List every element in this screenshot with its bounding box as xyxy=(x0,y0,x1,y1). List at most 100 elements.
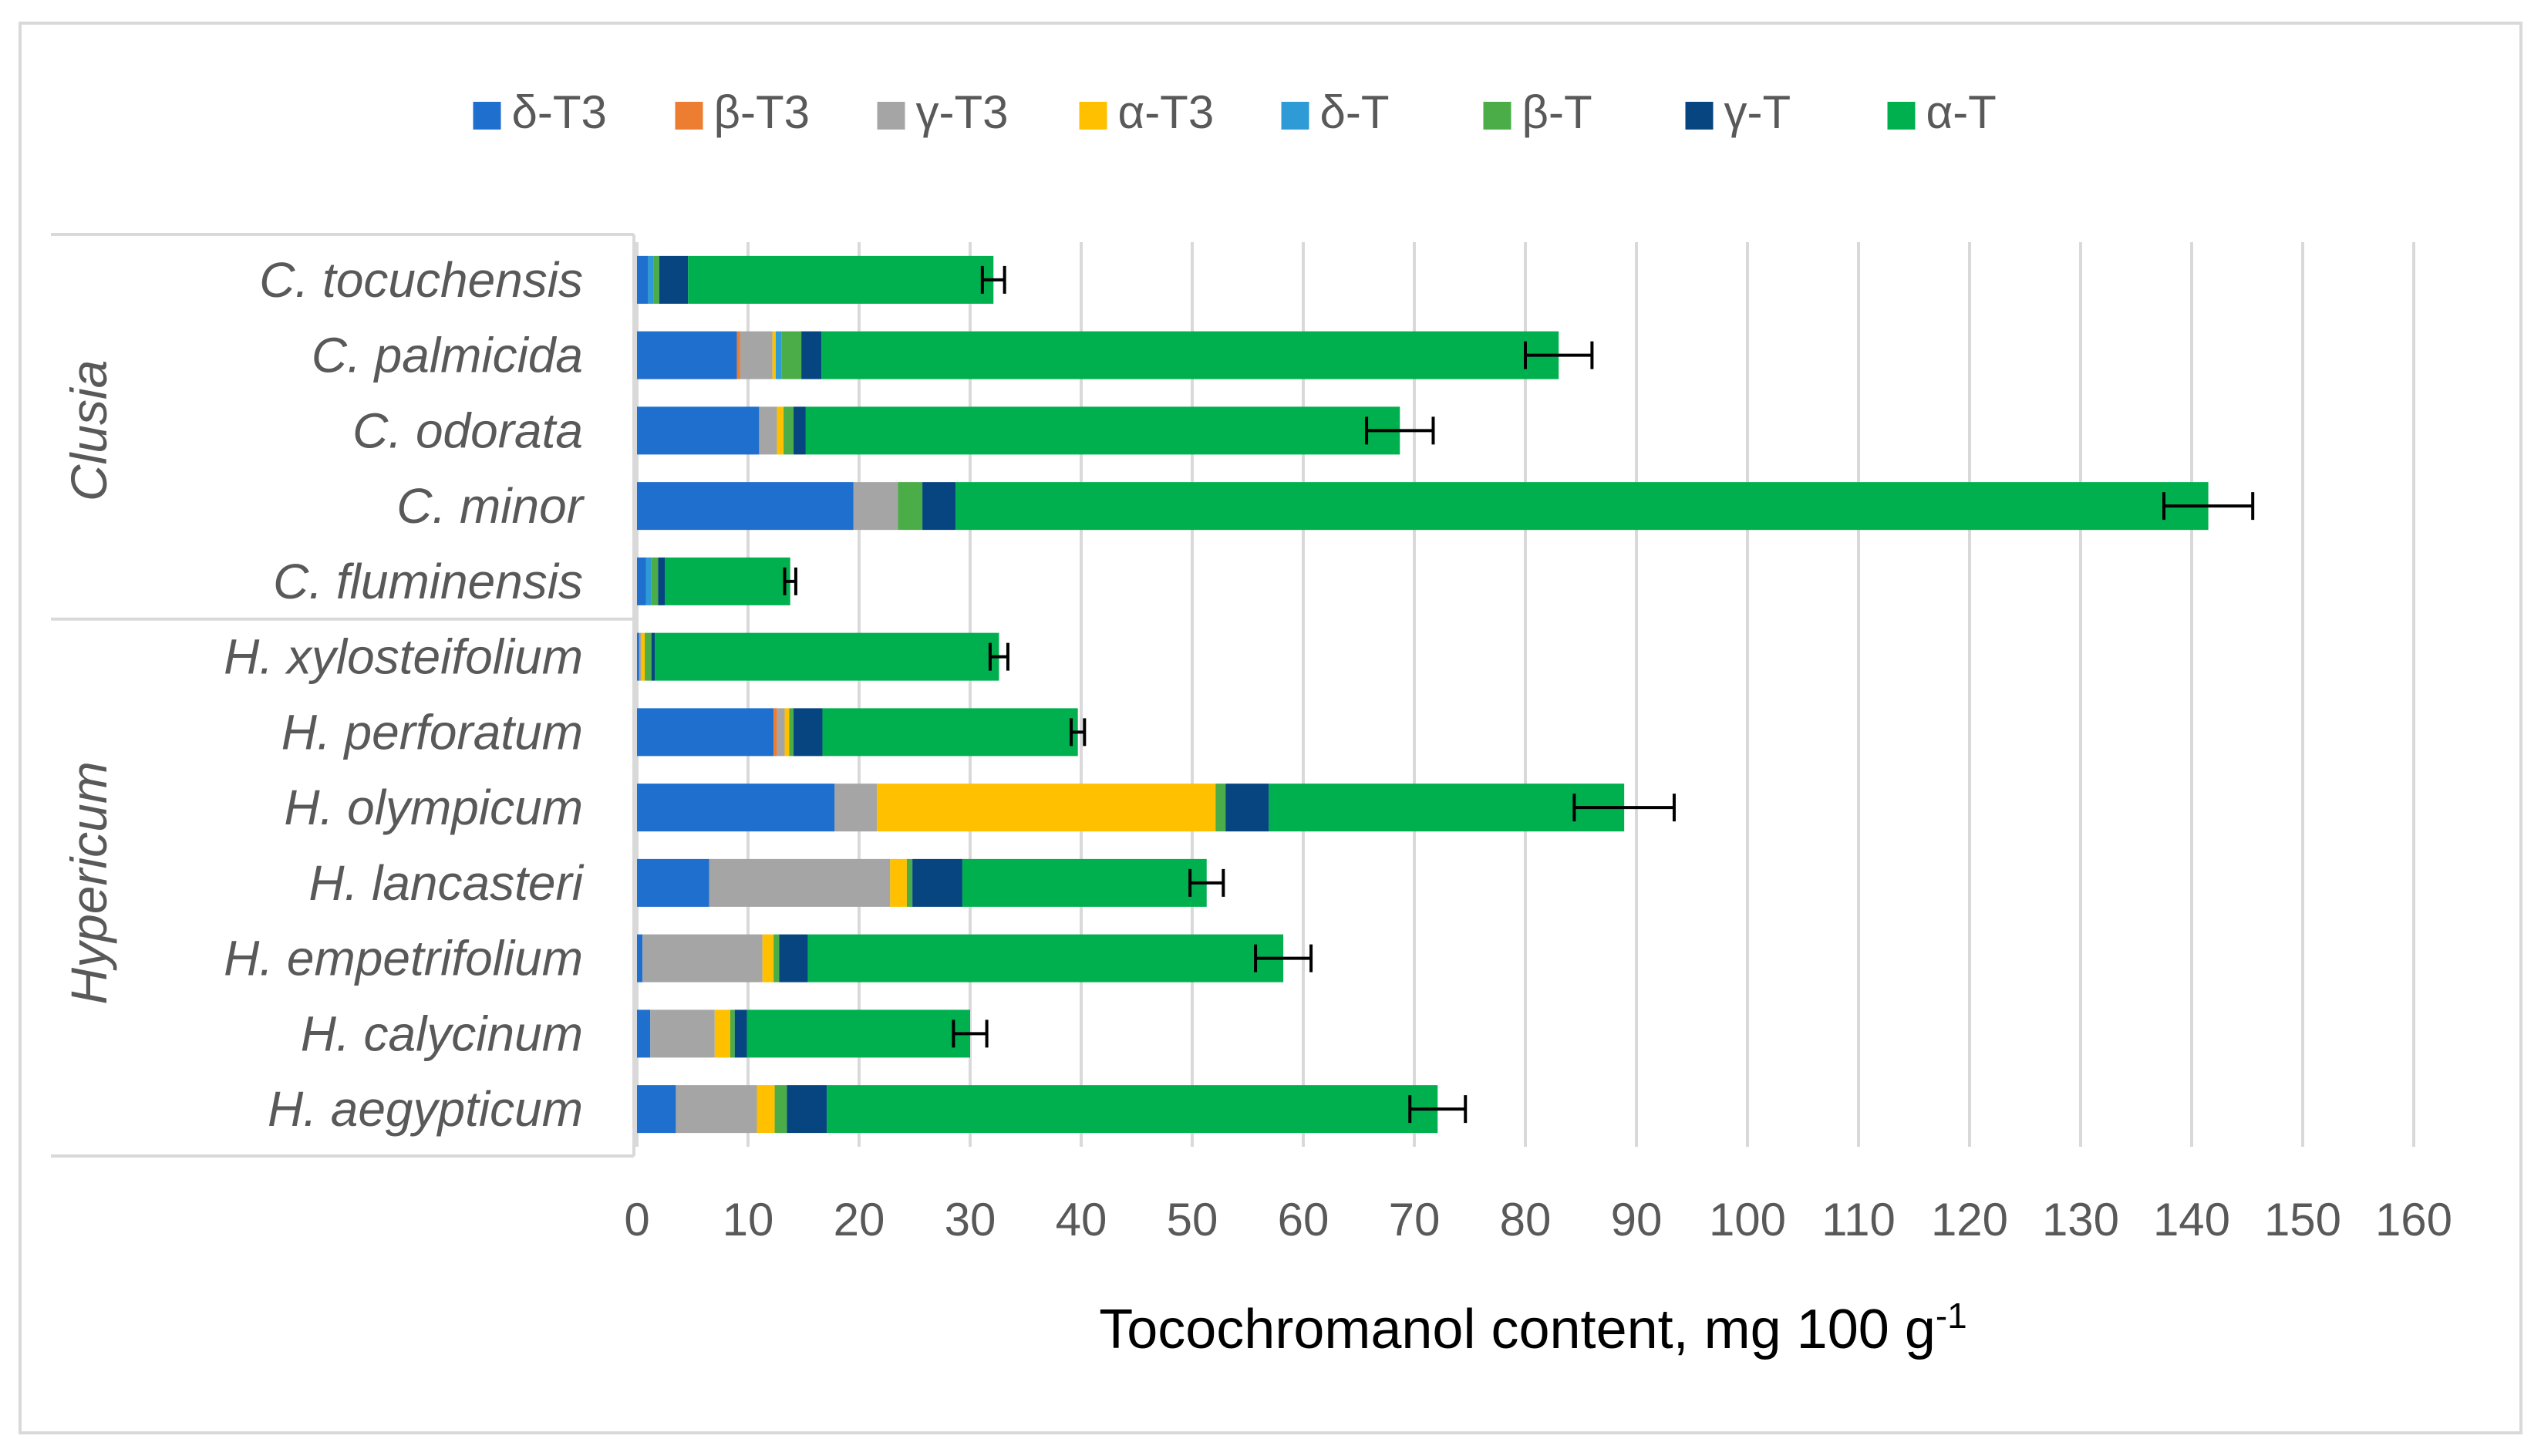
x-tick-label-40: 40 xyxy=(1056,1194,1107,1245)
error-bar-h-perforatum xyxy=(1070,718,1087,747)
bar-c-tocuchensis-t xyxy=(688,255,994,304)
bar-h-xylosteifolium-t3 xyxy=(637,632,639,681)
legend-swatch xyxy=(675,102,703,130)
category-label-h-calycinum: H. calycinum xyxy=(301,1006,583,1061)
error-bar-h-olympicum xyxy=(1572,794,1676,822)
error-bar-c-palmicida xyxy=(1524,341,1594,369)
category-label-h-aegypticum: H. aegypticum xyxy=(268,1081,583,1137)
bar-h-calycinum-t3 xyxy=(650,1009,715,1058)
bar-c-odorata-t3 xyxy=(637,406,760,455)
x-axis-title: Tocochromanol content, mg 100 g-1 xyxy=(1099,1296,1967,1360)
bar-h-empetrifolium-t xyxy=(779,934,808,982)
legend-label: α-T3 xyxy=(1118,86,1215,138)
error-bar-c-odorata xyxy=(1365,416,1435,445)
bar-c-palmicida-t3 xyxy=(772,331,776,379)
error-bar-h-lancasteri xyxy=(1188,868,1225,897)
chart-frame: C. tocuchensis C. palmicida C. odorata C. m… xyxy=(19,22,2522,1434)
bar-h-perforatum-t3 xyxy=(784,708,790,757)
bar-h-olympicum-t xyxy=(1225,784,1269,832)
legend-label: α-T xyxy=(1926,86,1997,138)
bar-c-minor-t xyxy=(898,482,923,531)
legend-item-t3: α-T3 xyxy=(1079,86,1215,138)
x-tick-label-120: 120 xyxy=(1931,1194,2008,1245)
bar-h-aegypticum-t xyxy=(774,1085,787,1134)
bar-c-palmicida-t3 xyxy=(736,331,740,379)
bar-h-perforatum-t3 xyxy=(777,708,785,757)
category-label-c-fluminensis: C. fluminensis xyxy=(273,554,583,609)
bar-h-olympicum-t3 xyxy=(834,784,878,832)
x-tick-label-60: 60 xyxy=(1278,1194,1329,1245)
legend-item-t3: γ-T3 xyxy=(877,86,1009,138)
bar-h-lancasteri-t3 xyxy=(709,858,891,907)
category-axis-structure xyxy=(51,233,635,1158)
bar-h-lancasteri-t xyxy=(912,858,962,907)
x-tick-label-0: 0 xyxy=(624,1194,649,1245)
bar-h-empetrifolium-t3 xyxy=(762,934,774,982)
x-tick-label-110: 110 xyxy=(1821,1194,1896,1245)
error-bar-h-aegypticum xyxy=(1408,1095,1468,1124)
bar-c-odorata-t xyxy=(805,406,1400,455)
legend-label: δ-T xyxy=(1320,86,1390,138)
gridlines xyxy=(635,242,2415,1147)
bar-c-palmicida-t xyxy=(801,331,822,379)
bar-h-perforatum-t3 xyxy=(773,708,777,757)
bar-h-xylosteifolium-t xyxy=(651,632,655,681)
category-label-h-olympicum: H. olympicum xyxy=(284,780,583,835)
bar-h-aegypticum-t3 xyxy=(757,1085,775,1134)
bar-segments xyxy=(637,255,2209,1134)
bar-h-perforatum-t xyxy=(794,708,823,757)
error-bar-c-minor xyxy=(2162,492,2255,521)
bar-c-fluminensis-t xyxy=(665,557,790,605)
x-tick-label-20: 20 xyxy=(834,1194,885,1245)
bar-h-xylosteifolium-t xyxy=(655,632,999,681)
group-labels: Clusia Hypericum xyxy=(60,360,117,1005)
category-label-c-minor: C. minor xyxy=(396,478,585,534)
bar-c-tocuchensis-t xyxy=(648,255,654,304)
x-tick-label-150: 150 xyxy=(2264,1194,2341,1245)
bar-h-calycinum-t xyxy=(746,1009,970,1058)
legend-swatch xyxy=(1281,102,1309,130)
legend-item-t3: β-T3 xyxy=(675,86,810,138)
bar-h-olympicum-t3 xyxy=(637,784,835,832)
bar-h-xylosteifolium-t3 xyxy=(641,632,645,681)
bar-h-aegypticum-t xyxy=(787,1085,827,1134)
bar-c-palmicida-t3 xyxy=(740,331,773,379)
bar-c-minor-t3 xyxy=(637,482,854,531)
error-bar-c-fluminensis xyxy=(783,567,797,595)
x-axis-title-superscript: -1 xyxy=(1936,1296,1967,1336)
legend-swatch xyxy=(473,102,501,130)
bar-h-empetrifolium-t3 xyxy=(637,934,643,982)
error-bar-h-empetrifolium xyxy=(1254,944,1313,972)
bar-h-empetrifolium-t3 xyxy=(642,934,763,982)
bar-h-perforatum-t xyxy=(789,708,794,757)
legend-label: δ-T3 xyxy=(512,86,607,138)
legend-swatch xyxy=(877,102,905,130)
category-label-h-perforatum: H. perforatum xyxy=(281,704,583,760)
x-tick-label-100: 100 xyxy=(1709,1194,1786,1245)
x-tick-label-90: 90 xyxy=(1611,1194,1663,1245)
bar-c-odorata-t xyxy=(794,406,806,455)
bar-h-olympicum-t3 xyxy=(877,784,1216,832)
category-label-c-palmicida: C. palmicida xyxy=(312,328,583,383)
bar-h-calycinum-t xyxy=(730,1009,735,1058)
legend-swatch xyxy=(1483,102,1511,130)
error-bars xyxy=(783,265,2255,1124)
bar-c-palmicida-t3 xyxy=(637,331,737,379)
bar-h-lancasteri-t xyxy=(962,858,1207,907)
error-bar-h-xylosteifolium xyxy=(988,642,1009,671)
bar-h-olympicum-t xyxy=(1215,784,1226,832)
x-tick-label-140: 140 xyxy=(2153,1194,2230,1245)
bar-c-tocuchensis-t xyxy=(653,255,659,304)
category-label-h-empetrifolium: H. empetrifolium xyxy=(224,931,583,986)
category-labels: C. tocuchensis C. palmicida C. odorata C. m… xyxy=(224,252,585,1137)
x-axis-title-text: Tocochromanol content, mg 100 g xyxy=(1099,1299,1936,1360)
bar-h-calycinum-t3 xyxy=(714,1009,730,1058)
bar-h-calycinum-t3 xyxy=(637,1009,651,1058)
legend-swatch xyxy=(1685,102,1714,130)
bar-h-aegypticum-t3 xyxy=(637,1085,676,1134)
bar-c-odorata-t xyxy=(784,406,794,455)
bar-c-odorata-t3 xyxy=(759,406,777,455)
category-label-c-odorata: C. odorata xyxy=(352,403,583,458)
legend-item-t: γ-T xyxy=(1685,86,1791,138)
legend-label: β-T3 xyxy=(714,86,810,138)
